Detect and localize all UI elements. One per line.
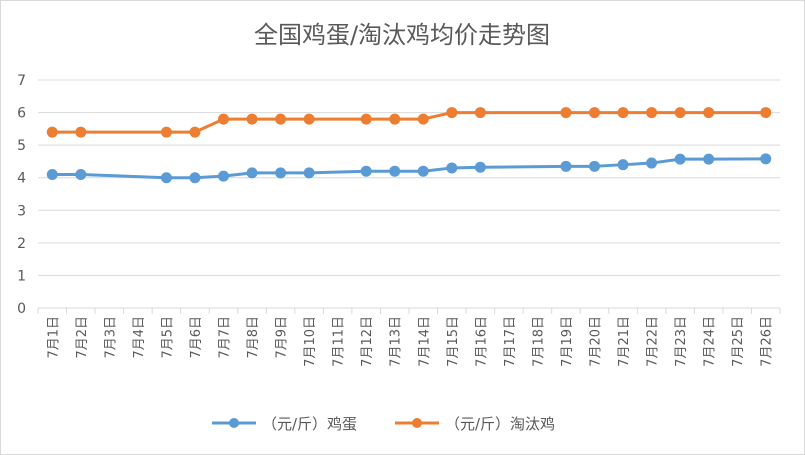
series-1-point — [246, 113, 258, 125]
x-tick-label: 7月14日 — [417, 316, 432, 367]
x-tick-label: 7月26日 — [760, 316, 775, 367]
x-tick-label: 7月2日 — [75, 316, 90, 359]
series-1-point — [617, 107, 629, 119]
y-axis-ticks: 0 1 2 3 4 5 6 7 — [17, 73, 26, 317]
series-0-point — [360, 165, 372, 177]
series-1-point — [303, 113, 315, 125]
series-layer — [46, 107, 772, 184]
x-tick-label: 7月10日 — [303, 316, 318, 367]
x-tick-label: 7月12日 — [360, 316, 375, 367]
legend-label: （元/斤）淘汰鸡 — [445, 415, 555, 433]
series-0-point — [760, 153, 772, 165]
series-1-point — [46, 126, 58, 138]
series-0-point — [417, 165, 429, 177]
y-tick-label: 4 — [17, 171, 26, 187]
series-1-point — [218, 113, 229, 125]
y-tick-label: 3 — [17, 203, 26, 219]
series-0-point — [189, 172, 201, 184]
y-tick-label: 7 — [17, 73, 26, 89]
x-tick-label: 7月18日 — [531, 316, 546, 367]
series-0-point — [589, 160, 600, 172]
x-tick-label: 7月4日 — [132, 316, 147, 359]
series-1-point — [189, 126, 201, 138]
x-tick-label: 7月3日 — [103, 316, 118, 359]
series-1-point — [275, 113, 287, 125]
x-tick-label: 7月15日 — [446, 316, 461, 367]
legend-swatch-marker — [412, 418, 422, 428]
series-1-point — [674, 107, 686, 119]
x-tick-label: 7月5日 — [160, 316, 175, 359]
legend-swatch-marker — [229, 418, 239, 428]
series-line-1 — [52, 111, 766, 134]
x-tick-label: 7月8日 — [246, 316, 261, 359]
x-tick-label: 7月24日 — [703, 316, 718, 367]
series-0-point — [674, 153, 686, 165]
series-1-point — [560, 107, 572, 119]
series-1-point — [589, 107, 600, 119]
chart-title: 全国鸡蛋/淘汰鸡均价走势图 — [254, 21, 550, 49]
series-1-point — [389, 113, 401, 125]
x-tick-label: 7月1日 — [46, 316, 61, 359]
y-tick-label: 0 — [17, 301, 26, 317]
x-tick-label: 7月17日 — [503, 316, 518, 367]
x-tick-label: 7月25日 — [731, 316, 746, 367]
series-0-point — [46, 168, 58, 180]
series-1-point — [703, 107, 715, 119]
series-0-point — [389, 165, 401, 177]
x-tick-label: 7月20日 — [589, 316, 604, 367]
y-tick-label: 5 — [17, 138, 26, 154]
legend: （元/斤）鸡蛋 （元/斤）淘汰鸡 — [212, 415, 555, 433]
series-0-point — [275, 167, 287, 179]
series-0-point — [218, 170, 229, 182]
x-tick-label: 7月23日 — [674, 316, 689, 367]
x-tick-label: 7月21日 — [617, 316, 632, 367]
series-1-point — [417, 113, 429, 125]
x-tick-label: 7月13日 — [389, 316, 404, 367]
y-tick-label: 2 — [17, 236, 26, 252]
series-0-point — [703, 153, 715, 165]
x-tick-label: 7月19日 — [560, 316, 575, 367]
series-1-point — [646, 107, 658, 119]
series-1-point — [760, 107, 772, 119]
x-tick-label: 7月11日 — [332, 316, 347, 367]
series-1-point — [160, 126, 172, 138]
x-tick-label: 7月16日 — [474, 316, 489, 367]
x-tick-label: 7月7日 — [218, 316, 233, 359]
x-tick-label: 7月9日 — [275, 316, 290, 359]
series-0-point — [160, 172, 172, 184]
x-tick-label: 7月6日 — [189, 316, 204, 359]
series-1-point — [75, 126, 87, 138]
y-tick-label: 6 — [17, 106, 26, 122]
series-0-point — [303, 167, 315, 179]
series-1-point — [474, 107, 486, 119]
grid-lines — [38, 79, 780, 309]
series-0-point — [246, 167, 258, 179]
series-1-point — [446, 107, 458, 119]
y-tick-label: 1 — [17, 268, 26, 284]
series-0-point — [560, 160, 572, 172]
series-line-0 — [52, 157, 766, 180]
series-0-point — [474, 161, 486, 173]
series-1-point — [360, 113, 372, 125]
series-0-point — [75, 168, 87, 180]
series-0-point — [617, 159, 629, 171]
x-axis-ticks: 7月1日 7月2日 7月3日 7月4日 7月5日 7月6日 7月7日 7月8日 7月9日 7月10… — [37, 308, 781, 367]
series-0-point — [646, 157, 658, 169]
legend-label: （元/斤）鸡蛋 — [262, 415, 357, 433]
series-0-point — [446, 162, 458, 174]
x-tick-label: 7月22日 — [646, 316, 661, 367]
